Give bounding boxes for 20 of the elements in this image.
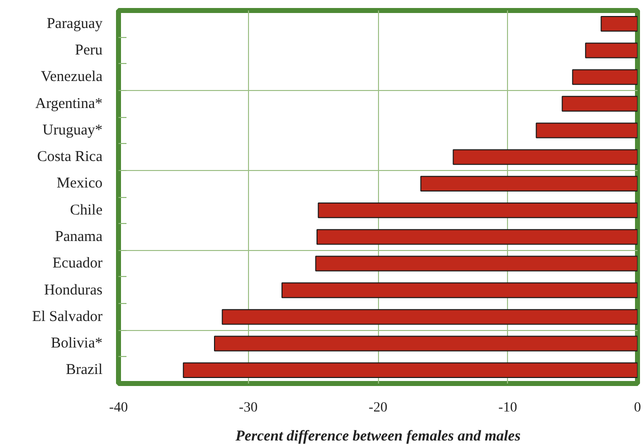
y-tick-label: Ecuador	[52, 256, 103, 272]
y-tick-label: Venezuela	[40, 69, 103, 86]
x-tick-label: -20	[368, 400, 388, 416]
y-tick-label: Mexico	[56, 176, 103, 192]
x-axis-title: Percent difference between females and males	[235, 428, 521, 444]
x-tick-label: -40	[109, 400, 128, 416]
y-tick-label: Peru	[75, 42, 103, 58]
y-tick-label: Honduras	[44, 282, 103, 298]
y-tick-label: Chile	[70, 202, 103, 218]
x-tick-label: 0	[634, 400, 641, 416]
y-tick-label: Uruguay*	[42, 122, 103, 138]
y-tick-label: El Salvador	[32, 308, 103, 325]
y-tick-label: Paraguay	[46, 16, 103, 32]
y-tick-label: Costa Rica	[37, 149, 103, 166]
y-tick-label: Brazil	[66, 362, 103, 378]
y-tick-label: Argentina*	[35, 96, 103, 112]
y-tick-label: Bolivia*	[50, 336, 103, 352]
x-tick-label: -30	[238, 400, 258, 416]
y-tick-label: Panama	[55, 228, 103, 245]
x-tick-label: -10	[498, 400, 518, 416]
